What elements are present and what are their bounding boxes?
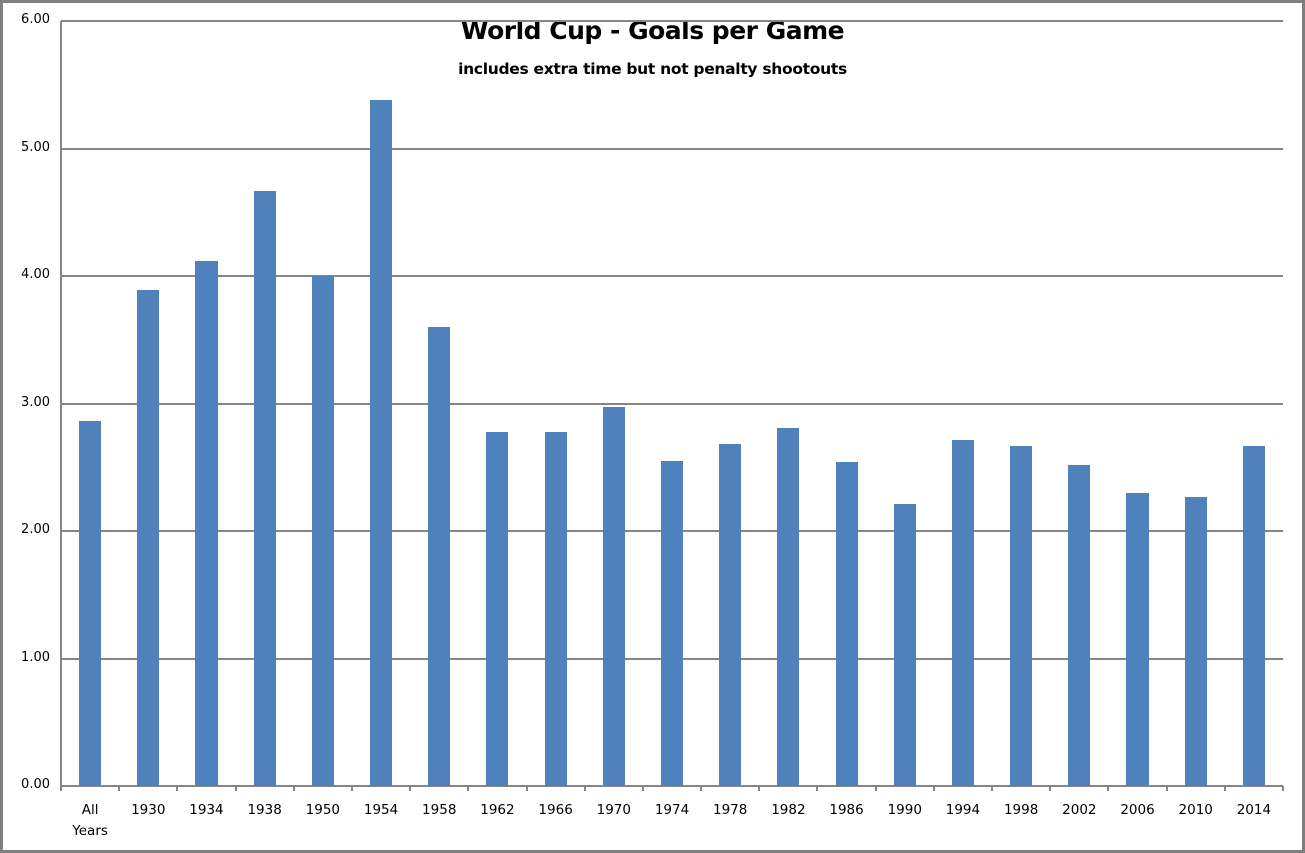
x-tick-label-line: 1970 [596,802,631,818]
x-tick-label: 1954 [352,800,410,821]
chart-subtitle: includes extra time but not penalty shoo… [458,60,847,78]
x-tick-label: 1986 [818,800,876,821]
y-tick-label: 2.00 [21,522,50,537]
x-tick-label: 1982 [759,800,817,821]
x-tick-label: 2002 [1050,800,1108,821]
x-tick-label: 1962 [468,800,526,821]
x-axis [61,785,1283,787]
gridline [61,20,1283,22]
bar-1998 [1010,445,1033,786]
bar-1994 [951,440,974,786]
bar-2002 [1068,464,1091,786]
gridline [61,275,1283,277]
x-tick-label: 1930 [119,800,177,821]
y-tick-label: 3.00 [21,394,50,410]
x-tick-label-line: 1966 [538,802,573,818]
bar-1966 [544,431,567,786]
x-tick-mark [816,786,819,791]
x-tick-label-line: 1950 [305,802,341,818]
x-tick-label-line: 1962 [480,802,515,818]
x-tick-label: 2010 [1167,800,1225,821]
x-tick-label-line: 1958 [422,802,457,818]
x-tick-label-line: Years [72,823,108,839]
x-tick-mark [409,786,412,791]
x-tick-mark [467,786,470,791]
x-tick-label: All Years [61,800,119,842]
x-tick-label-line: 1986 [829,802,864,818]
x-tick-label: 1970 [585,800,643,821]
bar-2010 [1184,496,1207,786]
x-tick-label-line: 1982 [771,802,806,818]
x-tick-label: 1966 [527,800,585,821]
x-tick-label-line: 1990 [887,802,922,818]
y-tick-label: 4.00 [21,267,50,282]
x-tick-mark [350,786,353,791]
x-tick-label-line: 1974 [654,802,690,818]
x-tick-label: 2014 [1225,800,1283,821]
x-tick-label-line: 1954 [363,802,399,818]
x-tick-mark [700,786,703,791]
x-tick-label: 1938 [236,800,294,821]
x-tick-label-line: 2014 [1236,802,1272,818]
bar-1934 [195,260,218,786]
x-tick-label-line: 2002 [1062,802,1097,818]
x-tick-mark [176,786,179,791]
x-tick-label: 1958 [410,800,468,821]
x-tick-label-line: 2006 [1120,802,1155,818]
x-tick-label-line: 1934 [189,802,224,818]
y-tick-label: 6.00 [21,12,50,27]
x-tick-mark [874,786,877,791]
bar-1974 [660,460,684,786]
x-tick-mark [234,786,237,791]
gridline [61,147,1283,150]
x-tick-mark [1282,786,1284,791]
bar-1970 [602,407,625,786]
x-tick-label: 1998 [992,800,1050,821]
y-tick-label: 0.00 [21,777,50,792]
x-tick-mark [583,786,586,791]
x-tick-label: 1994 [934,800,992,821]
x-tick-label-line: 1998 [1003,802,1039,818]
bar-1950 [311,276,334,786]
bar-1982 [777,427,800,786]
bar-1978 [719,444,742,786]
x-tick-label: 1934 [177,800,235,821]
x-tick-mark [1165,786,1168,791]
x-tick-label: 2006 [1109,800,1167,821]
x-tick-mark [1223,786,1226,791]
bar-1954 [369,100,393,786]
x-tick-label: 1950 [294,800,352,821]
x-tick-mark [991,786,994,791]
x-tick-label-line: 1994 [945,802,981,818]
bar-1986 [835,462,858,786]
bar-1958 [428,327,451,786]
x-tick-mark [758,786,761,791]
x-tick-mark [932,786,935,791]
gridline [61,402,1283,405]
bar-1962 [486,431,509,786]
x-tick-label-line: 1930 [131,802,166,818]
x-tick-mark [641,786,644,791]
bar-2014 [1242,445,1265,786]
x-tick-mark [60,786,62,791]
x-tick-label-line: All [81,802,99,818]
x-tick-label: 1974 [643,800,701,821]
y-tick-label: 5.00 [21,139,50,155]
bar-2006 [1126,492,1149,786]
x-tick-label-line: 2010 [1178,802,1213,818]
bar-all-years [79,421,102,786]
x-tick-mark [1049,786,1052,791]
bar-1930 [137,290,160,786]
x-tick-mark [292,786,295,791]
x-tick-label-line: 1978 [713,802,748,818]
x-tick-mark [1107,786,1110,791]
y-tick-label: 1.00 [21,649,50,665]
x-tick-mark [118,786,121,791]
x-tick-label: 1990 [876,800,934,821]
bar-1990 [893,504,916,786]
x-tick-label-line: 1938 [247,802,282,818]
x-tick-mark [525,786,528,791]
bar-1938 [253,190,276,786]
x-tick-label: 1978 [701,800,759,821]
